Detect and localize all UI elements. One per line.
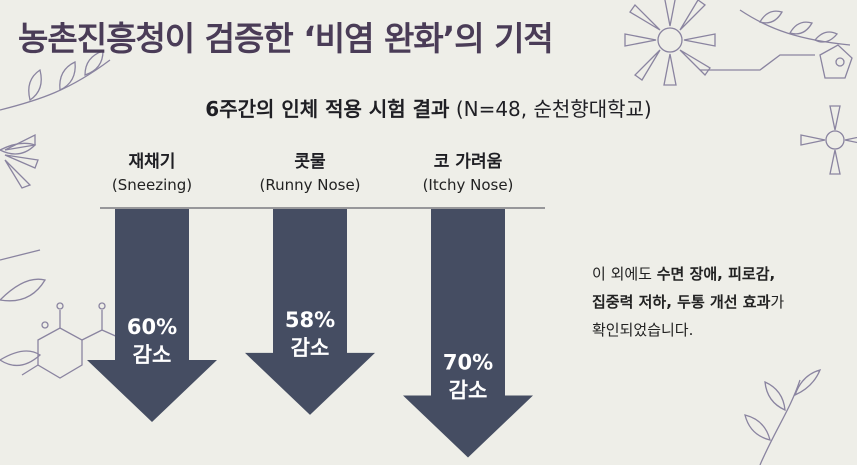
flower-icon — [800, 105, 857, 175]
subtitle-detail: (N=48, 순천향대학교) — [455, 97, 652, 121]
molecule-icon — [21, 302, 121, 379]
category-label-ko: 재채기 — [128, 152, 176, 172]
page-title: 농촌진흥청이 검증한 ‘비염 완화’의 기적 — [18, 19, 554, 58]
data-label-value: 58% — [285, 308, 335, 332]
category-label-itchy-nose: 코 가려움 (Itchy Nose) — [383, 150, 553, 196]
data-label-suffix: 감소 — [449, 379, 488, 403]
data-label-value: 70% — [443, 351, 493, 375]
arrow-bar-itchy-nose — [403, 209, 533, 458]
category-label-sneezing: 재채기 (Sneezing) — [67, 150, 237, 196]
category-label-en: (Sneezing) — [111, 176, 193, 194]
leaf-branch-icon — [744, 369, 822, 465]
category-label-en: (Runny Nose) — [259, 176, 361, 194]
chart-subtitle: 6주간의 인체 적용 시험 결과 (N=48, 순천향대학교) — [0, 93, 857, 122]
leaf-branch-icon — [0, 50, 111, 155]
arrow-bar-sneezing — [87, 209, 217, 422]
category-label-runny-nose: 콧물 (Runny Nose) — [225, 150, 395, 196]
note-bold-1: 수면 장애, 피로감, — [656, 265, 776, 283]
category-label-en: (Itchy Nose) — [422, 176, 514, 194]
data-label-suffix: 감소 — [133, 343, 172, 367]
category-label-ko: 코 가려움 — [433, 152, 503, 172]
leaf-branch-icon — [739, 9, 851, 46]
additional-effects-note: 이 외에도 수면 장애, 피로감, 집중력 저하, 두통 개선 효과가 확인되었… — [592, 265, 785, 339]
flower-icon — [624, 0, 716, 86]
leaf-branch-icon — [0, 249, 47, 367]
molecule-icon — [700, 44, 853, 79]
data-label-suffix: 감소 — [291, 336, 330, 360]
flower-icon — [4, 133, 39, 189]
note-bold-2: 집중력 저하, 두통 개선 효과 — [592, 293, 771, 311]
subtitle-main: 6주간의 인체 적용 시험 결과 — [205, 97, 450, 121]
category-label-ko: 콧물 — [294, 152, 326, 172]
data-label-value: 60% — [127, 315, 177, 339]
arrow-bar-runny-nose — [245, 209, 375, 415]
